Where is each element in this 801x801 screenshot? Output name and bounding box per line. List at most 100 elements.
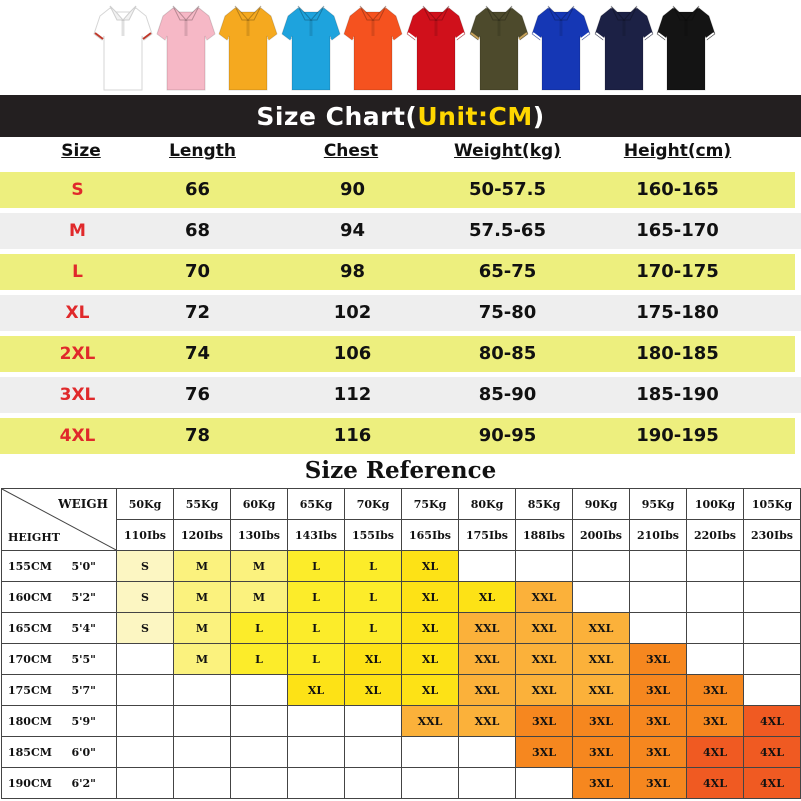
chart-cell-chest: 112 [333,384,372,405]
weight-lbs-header: 143Ibs [287,519,345,551]
size-cell: S [116,550,174,582]
weight-kg-header: 100Kg [686,488,744,520]
chart-cell-chest: 116 [333,425,372,446]
chart-cell-length: 70 [184,261,211,282]
reference-row: 175CM 5'7" XL XL XL XXL XXL XXL 3XL 3XL [1,674,801,706]
size-cell: XXL [515,612,573,644]
shirt-yellow-icon [217,2,279,92]
size-reference-table: WEIGH HEIGHT 50Kg 55Kg 60Kg 65Kg 70Kg 75Kg 80Kg 8… [1,488,801,799]
weight-kg-header: 90Kg [572,488,630,520]
chart-cell-height: 190-195 [636,425,719,446]
size-cell: L [230,612,288,644]
size-cell: XXL [515,581,573,613]
weight-lbs-header: 165Ibs [401,519,459,551]
size-cell: 3XL [572,736,630,768]
row-stripe [0,213,801,249]
size-reference-title: Size Reference [304,457,497,484]
size-cell [458,550,516,582]
size-chart-row: XL 72 102 75-80 175-180 [0,295,801,331]
row-stripe [0,172,795,208]
size-cell: L [287,550,345,582]
size-cell [572,581,630,613]
shirt-royal-blue-icon [530,2,592,92]
weight-kg-header: 80Kg [458,488,516,520]
weight-lbs-header: 175Ibs [458,519,516,551]
size-cell [173,767,231,799]
chart-cell-size: 3XL [59,385,96,405]
size-cell [287,767,345,799]
size-cell [515,550,573,582]
shirt-sky-blue-icon [280,2,342,92]
size-cell [116,767,174,799]
size-cell: 4XL [686,736,744,768]
height-cm-label: 190CM [1,767,70,799]
size-cell [572,550,630,582]
size-cell [173,736,231,768]
size-cell: XL [344,643,402,675]
size-cell [743,550,801,582]
shirt-white-icon [92,2,154,92]
size-cell [173,674,231,706]
size-cell [686,581,744,613]
height-ft-label: 5'5" [69,643,117,675]
size-cell: M [173,643,231,675]
header-size: Size [61,141,101,161]
shirt-color-strip [0,0,801,95]
chart-cell-weight: 90-95 [478,425,537,446]
size-chart-table: Size Length Chest Weight(kg) Height(cm) … [0,137,801,457]
size-chart-row: 4XL 78 116 90-95 190-195 [0,418,801,454]
height-cm-label: 155CM [1,550,70,582]
height-cm-label: 175CM [1,674,70,706]
size-cell: 3XL [686,705,744,737]
reference-row: 185CM 6'0" 3XL 3XL 3XL 4XL 4XL [1,736,801,768]
size-cell [401,767,459,799]
size-cell [458,767,516,799]
chart-cell-height: 175-180 [636,302,719,323]
chart-cell-length: 72 [184,302,211,323]
corner-height-label: HEIGHT [8,531,60,544]
height-ft-label: 5'7" [69,674,117,706]
size-cell: 3XL [629,674,687,706]
shirt-black-icon [655,2,717,92]
size-cell: M [173,550,231,582]
size-cell: XL [401,550,459,582]
chart-cell-chest: 98 [339,261,366,282]
row-stripe [0,295,801,331]
chart-cell-weight: 57.5-65 [469,220,546,241]
header-weight: Weight(kg) [454,141,561,161]
size-cell: XXL [458,705,516,737]
size-chart-row: M 68 94 57.5-65 165-170 [0,213,801,249]
weight-kg-header: 70Kg [344,488,402,520]
reference-row: 160CM 5'2" S M M L L XL XL XXL [1,581,801,613]
size-cell [173,705,231,737]
chart-cell-size: XL [65,303,90,323]
size-cell [344,736,402,768]
size-cell [515,767,573,799]
size-cell: M [230,550,288,582]
size-cell: 3XL [572,705,630,737]
size-cell [743,643,801,675]
size-chart-row: 3XL 76 112 85-90 185-190 [0,377,801,413]
size-cell: L [287,612,345,644]
size-cell [230,736,288,768]
size-chart-row: L 70 98 65-75 170-175 [0,254,801,290]
chart-cell-height: 170-175 [636,261,719,282]
chart-cell-size: L [72,262,83,282]
chart-cell-weight: 80-85 [478,343,537,364]
size-cell: 4XL [743,736,801,768]
size-cell: 3XL [572,767,630,799]
weight-kg-header: 50Kg [116,488,174,520]
size-cell: XXL [572,674,630,706]
chart-cell-length: 76 [184,384,211,405]
weight-kg-header: 65Kg [287,488,345,520]
size-cell [230,705,288,737]
chart-cell-weight: 50-57.5 [469,179,546,200]
chart-cell-weight: 85-90 [478,384,537,405]
chart-cell-weight: 65-75 [478,261,537,282]
corner-diagonal [2,489,116,550]
reference-row: 170CM 5'5" M L L XL XL XXL XXL XXL 3XL [1,643,801,675]
size-cell: XL [287,674,345,706]
weight-lbs-header: 210Ibs [629,519,687,551]
size-cell: 3XL [515,705,573,737]
height-ft-label: 5'9" [69,705,117,737]
